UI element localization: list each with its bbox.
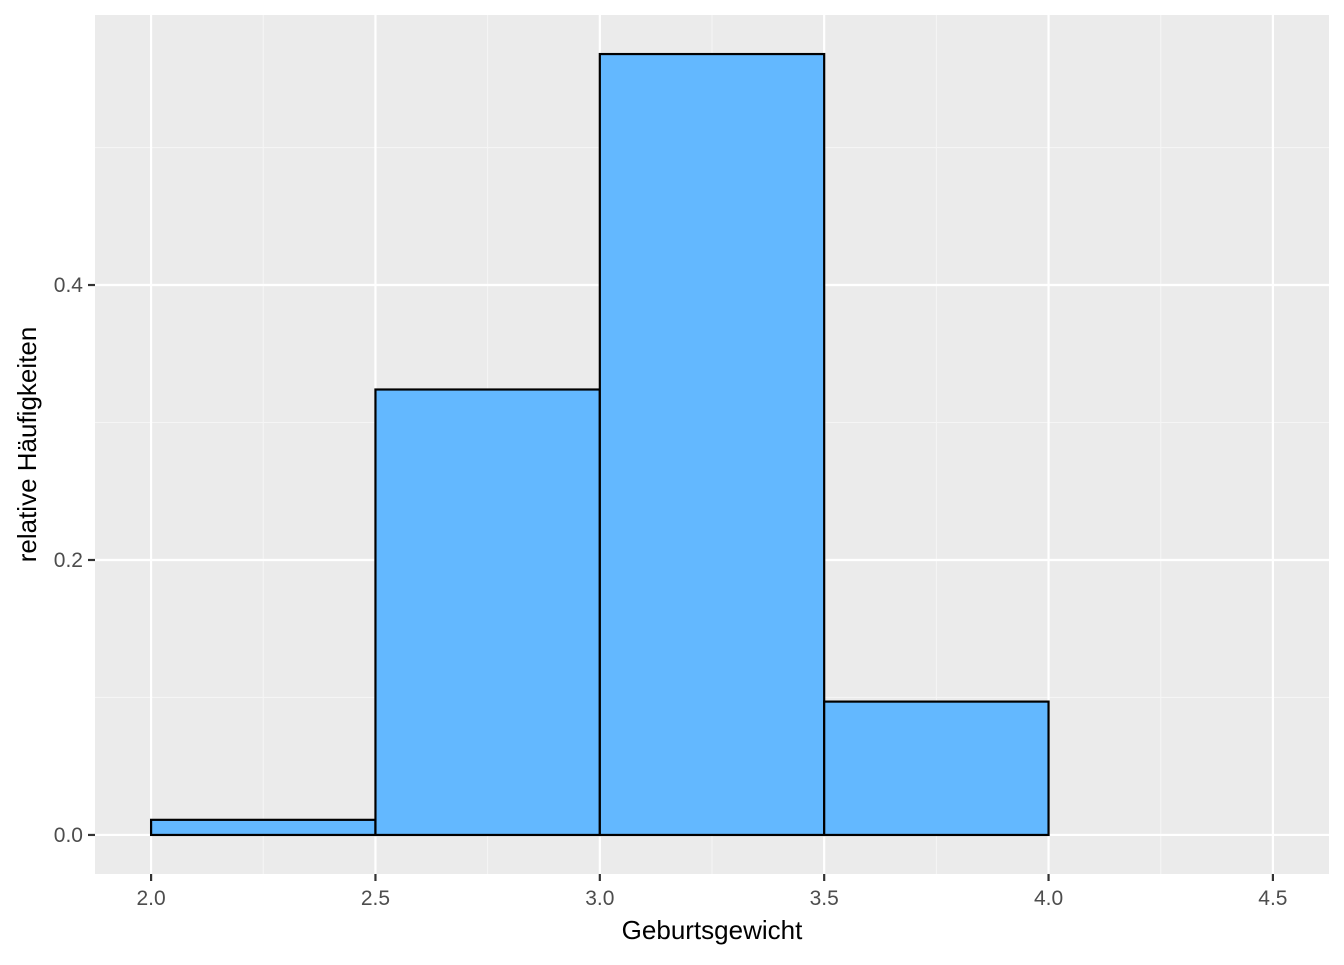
histogram-bar xyxy=(598,52,826,837)
x-tick-label: 2.5 xyxy=(361,887,390,910)
y-tick-label: 0.4 xyxy=(54,274,84,297)
axis-ticks xyxy=(88,283,1275,881)
x-tick-label: 2.0 xyxy=(136,887,165,910)
histogram-bar xyxy=(374,388,601,837)
x-tick-label: 3.5 xyxy=(810,887,839,910)
y-tick-label: 0.2 xyxy=(54,549,83,572)
y-axis-title: relative Häufigkeiten xyxy=(12,327,42,563)
histogram-bar xyxy=(149,818,377,837)
x-tick-label: 3.0 xyxy=(585,887,614,910)
histogram-bar xyxy=(823,700,1050,837)
x-axis-title: Geburtsgewicht xyxy=(622,915,803,945)
y-tick-label: 0.0 xyxy=(54,824,83,847)
histogram-bars xyxy=(149,52,1050,837)
tick-labels: 2.0 2.5 3.0 3.5 4.0 4.5 0.0 0.2 0.4 xyxy=(54,274,1288,910)
x-tick-label: 4.5 xyxy=(1258,887,1287,910)
x-tick-label: 4.0 xyxy=(1034,887,1063,910)
